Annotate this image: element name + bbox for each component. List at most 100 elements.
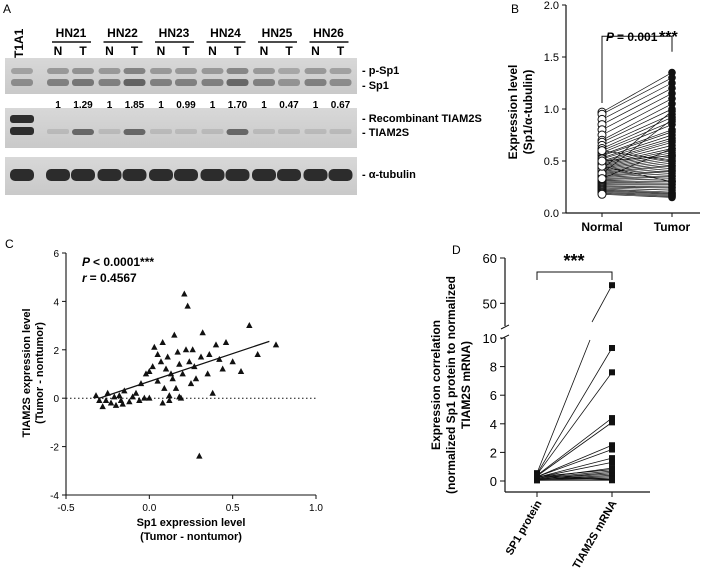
lane-label-tumor: T (337, 44, 345, 58)
psp1-band (11, 68, 33, 74)
ratio-normal: 1 (55, 100, 61, 111)
panel-b-ytick-label: 0.0 (544, 208, 559, 220)
panel-b-normal-point (597, 146, 607, 156)
panel-b-pair-line (601, 148, 673, 180)
panel-b-pair-line (601, 98, 673, 136)
panel-d-pair-line (591, 285, 613, 323)
panel-c-point (212, 341, 220, 348)
sample-name: HN23 (159, 26, 190, 40)
panel-c-point (189, 346, 196, 353)
panel-b-ylabel-1: Expression level (506, 65, 520, 160)
panel-b-pair-line (601, 148, 673, 165)
psp1-band (72, 68, 94, 74)
psp1-band (47, 68, 69, 74)
panel-c-ylabel-1: TIAM2S expression level (21, 309, 33, 438)
panel-c-point (151, 343, 158, 350)
panel-c-point (181, 290, 188, 297)
panel-b-normal-point (597, 189, 607, 199)
tiam2s-band (253, 129, 275, 134)
panel-b-pair-line (601, 119, 673, 174)
sample-name: HN21 (56, 26, 87, 40)
panel-d-pair-line (536, 444, 613, 478)
panel-c-point (146, 367, 153, 374)
panel-b-pair-line (601, 77, 673, 115)
panel-b-pair-line (601, 124, 673, 154)
panel-c-point (196, 452, 203, 459)
panel-c-point (197, 353, 205, 360)
panel-c-xtick-label: 0.0 (142, 503, 156, 514)
panel-d-pair-line (536, 457, 613, 478)
panel-c-point (164, 353, 171, 360)
panel-c-point (222, 338, 230, 345)
panel-b-pair-line (601, 155, 673, 162)
panel-c-point (136, 397, 143, 404)
tiam2s-band-label: - TIAM2S (362, 127, 409, 139)
tubulin-band (200, 169, 225, 181)
panel-d-pair-line (536, 339, 591, 474)
panel-b-pair-line (601, 173, 673, 178)
panel-c-point (182, 346, 190, 353)
panel-c-point (192, 375, 200, 382)
recombinant-band (10, 115, 34, 123)
sp1-band (201, 79, 224, 86)
ratio-normal: 1 (210, 100, 216, 111)
panel-c-point (111, 393, 118, 400)
panel-c-point (154, 377, 161, 384)
panel-d-significance: *** (563, 251, 584, 271)
tiam2s-blot-strip (5, 108, 357, 148)
panel-c-point (162, 365, 170, 372)
panel-b-pair-line (601, 150, 673, 166)
sp1-band (150, 79, 172, 86)
panel-c-point (92, 392, 100, 399)
panel-b-pair-line (601, 139, 673, 162)
sample-name: HN24 (210, 26, 241, 40)
panel-b-pair-line (601, 162, 673, 172)
lane-label-tumor: T (285, 44, 293, 58)
panel-d-ylabel-2: (normalized Sp1 protein to normalized (444, 276, 458, 494)
panel-b-pair-line (601, 93, 673, 131)
sample-headers: HN21 N T HN22 N T HN23 N T HN24 N T HN25 N T HN26 N T (52, 26, 349, 58)
panel-b-tumor-point (668, 79, 676, 87)
tiam2s-band (226, 129, 249, 135)
panel-c-point (142, 370, 150, 377)
panel-d-ylabel-1: Expression correlation (429, 320, 443, 450)
tubulin-band (46, 169, 70, 181)
panel-b-tumor-point (668, 193, 676, 202)
panel-c-r-label: r (82, 271, 88, 285)
panel-b-tumor-point (668, 178, 676, 186)
panel-b-pair-line (601, 193, 673, 198)
lane-label-normal: N (157, 44, 166, 58)
panel-b-stat: P = 0.001 (606, 30, 658, 44)
panel-c-point (199, 329, 206, 336)
panel-b-tumor-point (668, 89, 676, 98)
panel-b-normal-point (597, 156, 607, 166)
tiam2s-band (47, 129, 69, 134)
sp1-band (304, 79, 327, 86)
tiam2s-band (98, 129, 121, 134)
panel-d-pair-line (536, 477, 613, 480)
panel-c-point (149, 363, 156, 370)
sp1-band (98, 79, 121, 86)
tiam2s-band (123, 129, 146, 135)
panel-c-letter: C (5, 237, 14, 251)
panel-c-point (176, 360, 183, 367)
panel-c-point (209, 389, 216, 396)
panel-a-letter: A (3, 2, 11, 16)
panel-d: D 0 2 4 6 8 10 50 60 SP1 protein TIAM2S mRNA Expr… (429, 243, 650, 570)
panel-c-r-value: = 0.4567 (90, 271, 137, 285)
sample-name: HN22 (107, 26, 138, 40)
ratio-tumor: 1.85 (125, 100, 145, 111)
panel-d-ytick-label: 10 (483, 331, 497, 346)
panel-b-ytick-label: 2.0 (544, 0, 559, 12)
panel-c-point (132, 389, 140, 396)
panel-d-pair-line (536, 347, 613, 475)
panel-b-ytick-label: 0.5 (544, 156, 559, 168)
panel-c-point (119, 400, 126, 407)
panel-c-rvalue: r = 0.4567 (82, 271, 137, 285)
panel-b-tumor-point (668, 107, 676, 115)
sp1-band (278, 79, 300, 86)
tiam2s-band (329, 129, 352, 134)
panel-c-point (137, 380, 145, 387)
sp1-band-label: - Sp1 (362, 80, 389, 92)
panel-d-axis-break (500, 324, 510, 330)
